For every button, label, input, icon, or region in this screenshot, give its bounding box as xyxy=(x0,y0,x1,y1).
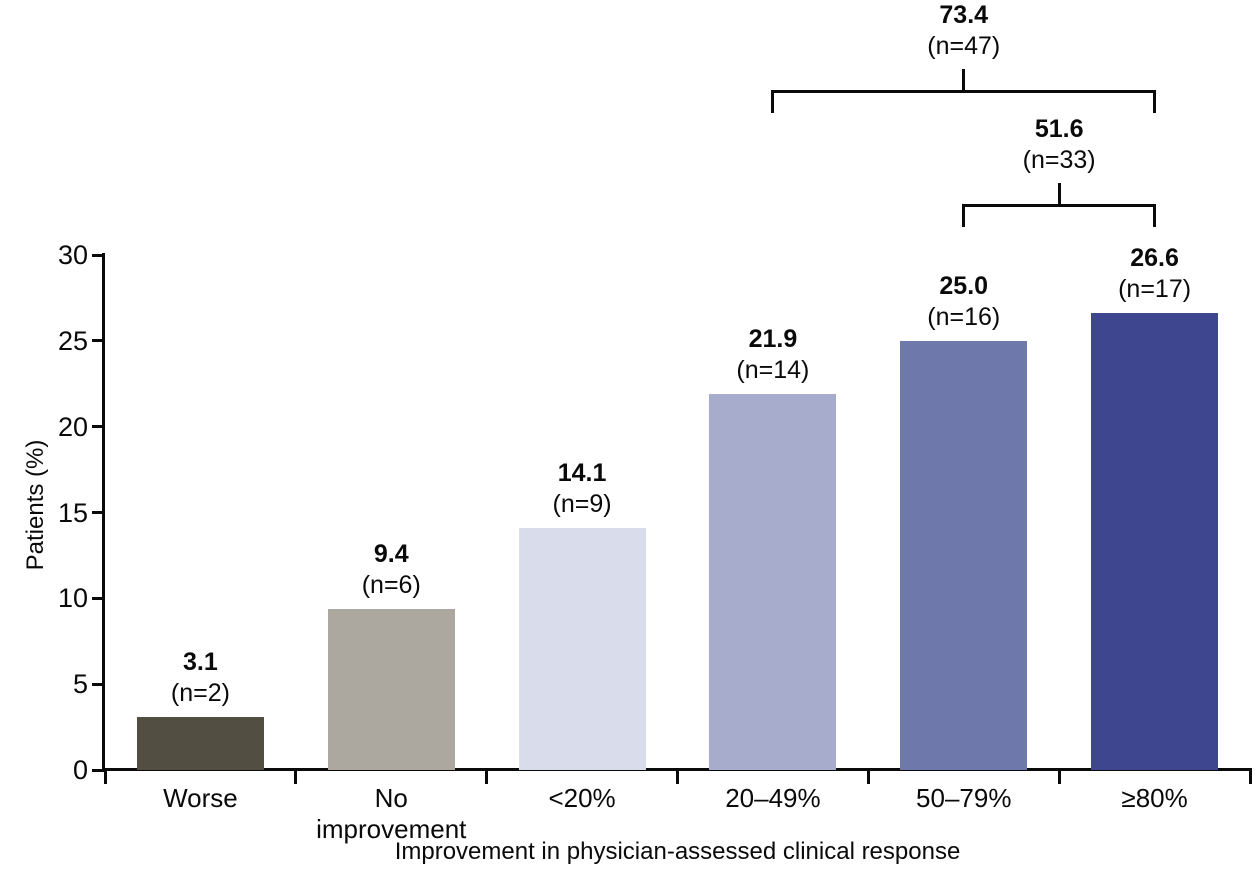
bar-value: 9.4 xyxy=(373,539,409,568)
x-axis-line xyxy=(102,768,1252,771)
bar-n-count: (n=14) xyxy=(736,356,810,385)
y-tick-label: 10 xyxy=(57,583,88,614)
bar-value: 21.9 xyxy=(748,325,798,354)
bar-value-label: 26.6 (n=17) xyxy=(1055,243,1255,305)
category-label: No improvement xyxy=(316,783,467,844)
bar-value: 3.1 xyxy=(183,647,218,676)
bar-value: 25.0 xyxy=(939,271,989,300)
bracket-line xyxy=(771,89,1157,93)
x-axis-title: Improvement in physician-assessed clinic… xyxy=(394,838,961,865)
y-tick-label: 25 xyxy=(57,325,88,356)
bar-value: 26.6 xyxy=(1130,244,1179,273)
x-tick xyxy=(1057,771,1061,784)
y-tick xyxy=(92,253,105,257)
bar-value-label: 21.9 (n=14) xyxy=(673,324,873,386)
x-tick xyxy=(866,771,870,784)
bar-value-label: 9.4 (n=6) xyxy=(291,539,491,601)
bar xyxy=(1091,313,1219,770)
x-tick xyxy=(294,771,298,784)
y-tick-label: 20 xyxy=(57,411,88,442)
bar xyxy=(327,608,455,770)
y-tick xyxy=(92,425,105,429)
bar-value-label: 25.0 (n=16) xyxy=(864,271,1064,333)
y-tick xyxy=(92,768,105,772)
x-tick xyxy=(485,771,489,784)
y-tick-label: 15 xyxy=(57,497,88,528)
bracket-n-count: (n=33) xyxy=(1022,146,1096,174)
bar xyxy=(136,716,264,770)
bar-n-count: (n=6) xyxy=(361,570,421,599)
bracket-center-tick xyxy=(962,68,966,90)
x-tick xyxy=(103,771,107,784)
bar xyxy=(709,394,837,770)
bar xyxy=(900,340,1028,770)
bracket-value: 51.6 xyxy=(1034,115,1084,143)
bar-n-count: (n=16) xyxy=(927,302,1001,331)
bar-value: 14.1 xyxy=(557,458,607,487)
category-label: ≥80% xyxy=(1121,783,1188,813)
y-tick xyxy=(92,339,105,343)
bracket-label: 51.6 (n=33) xyxy=(949,114,1169,176)
bar-value-label: 3.1 (n=2) xyxy=(100,647,300,709)
bracket-value: 73.4 xyxy=(939,1,989,29)
category-label: 50–79% xyxy=(916,783,1012,813)
bracket-end xyxy=(1153,203,1157,227)
category-label: Worse xyxy=(163,783,238,813)
bar xyxy=(518,527,646,770)
bracket-end xyxy=(771,89,775,113)
y-tick xyxy=(92,511,105,514)
y-tick xyxy=(92,682,105,686)
bar-n-count: (n=9) xyxy=(552,489,612,518)
bracket-line xyxy=(962,203,1157,207)
y-tick-label: 30 xyxy=(57,240,88,270)
bracket-end xyxy=(1153,89,1157,113)
y-tick-label: 0 xyxy=(72,755,88,785)
y-tick-label: 5 xyxy=(72,669,88,700)
bracket-center-tick xyxy=(1057,182,1061,204)
bracket-n-count: (n=47) xyxy=(927,32,1001,60)
bracket-label: 73.4 (n=47) xyxy=(854,0,1074,62)
bar-n-count: (n=2) xyxy=(170,678,230,707)
x-tick xyxy=(676,771,679,784)
y-tick xyxy=(92,596,105,600)
category-label: 20–49% xyxy=(725,783,821,813)
bar-value-label: 14.1 (n=9) xyxy=(482,458,682,520)
bar-n-count: (n=17) xyxy=(1118,275,1192,304)
x-tick xyxy=(1248,771,1252,784)
category-label: <20% xyxy=(548,783,616,813)
bracket-end xyxy=(962,203,966,227)
